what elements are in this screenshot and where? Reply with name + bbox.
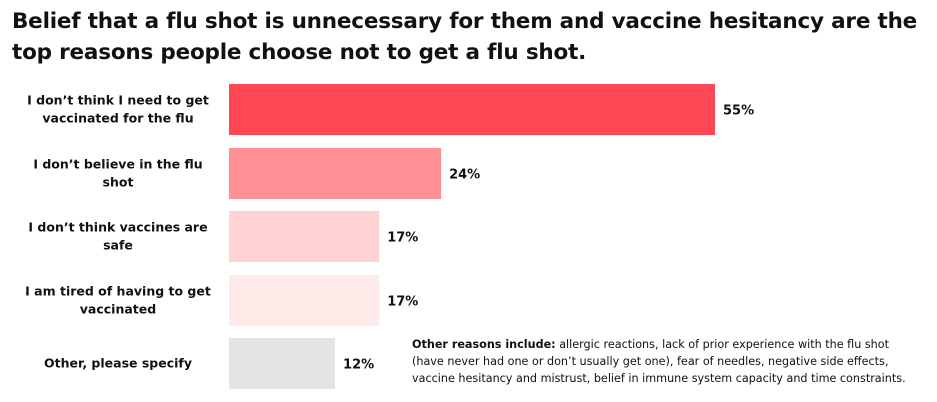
chart-title: Belief that a flu shot is unnecessary fo… bbox=[12, 9, 918, 65]
other-reasons-text: allergic reactions, lack of prior experi… bbox=[412, 338, 906, 385]
value-label-2: 17% bbox=[387, 231, 418, 246]
value-label-4: 12% bbox=[343, 358, 374, 373]
value-label-1: 24% bbox=[449, 168, 480, 183]
category-label-2: I don’t think vaccines are safe bbox=[28, 220, 207, 253]
category-label-1: I don’t believe in the flu shot bbox=[33, 157, 202, 190]
bar-0 bbox=[229, 84, 715, 135]
value-label-0: 55% bbox=[723, 104, 754, 119]
category-label-4: Other, please specify bbox=[44, 356, 192, 371]
category-labels-group: I don’t think I need to get vaccinated fo… bbox=[25, 93, 211, 371]
bar-4 bbox=[229, 338, 336, 389]
value-labels-group: 55% 24% 17% 17% 12% bbox=[343, 104, 754, 373]
bar-1 bbox=[229, 148, 442, 199]
bar-3 bbox=[229, 275, 380, 326]
value-label-3: 17% bbox=[387, 295, 418, 310]
other-reasons-note: Other reasons include: allergic reaction… bbox=[412, 336, 922, 387]
other-reasons-lead: Other reasons include: bbox=[412, 338, 556, 351]
bars-group bbox=[229, 84, 715, 389]
category-label-3: I am tired of having to get vaccinated bbox=[25, 284, 211, 317]
bar-2 bbox=[229, 211, 380, 262]
category-label-0: I don’t think I need to get vaccinated fo… bbox=[27, 93, 209, 126]
